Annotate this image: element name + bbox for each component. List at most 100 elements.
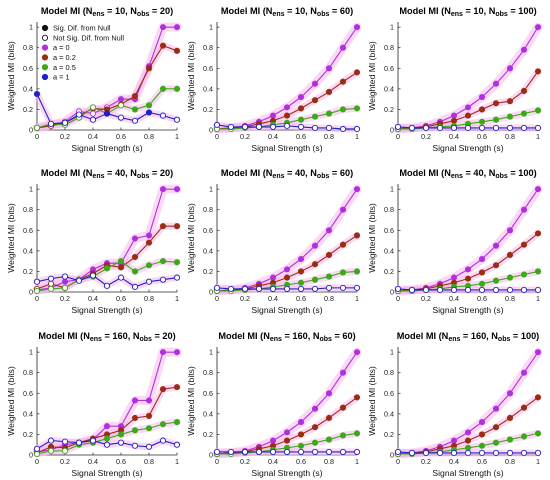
data-point xyxy=(173,259,181,266)
y-tick-label: 0 xyxy=(209,126,213,135)
legend-swatch xyxy=(41,54,49,61)
data-point xyxy=(506,98,514,105)
x-tick-label: 0 xyxy=(35,294,39,303)
data-point xyxy=(408,286,416,293)
data-point xyxy=(394,448,402,455)
y-tick-label: 0 xyxy=(29,126,33,135)
data-point xyxy=(33,287,41,295)
x-tick-label: 0.6 xyxy=(296,294,306,303)
panel-title: Model MI (Nens = 40, Nobs = 100) xyxy=(399,168,536,180)
data-point xyxy=(173,349,181,356)
data-point xyxy=(47,280,55,287)
data-point xyxy=(117,274,125,281)
legend-swatch xyxy=(41,73,49,81)
data-point xyxy=(506,414,514,422)
legend-series-label: a = 0 xyxy=(53,43,70,52)
data-point xyxy=(520,110,528,117)
data-point xyxy=(255,285,263,292)
legend-series-label: a = 0.5 xyxy=(53,63,76,72)
data-point xyxy=(241,285,249,292)
sig-marker xyxy=(41,24,49,32)
data-point xyxy=(283,285,291,292)
data-point xyxy=(61,278,69,285)
x-axis-label: Signal Strength (s) xyxy=(432,305,503,315)
x-tick-label: 0.4 xyxy=(449,132,459,141)
data-point xyxy=(464,112,472,119)
data-point xyxy=(297,419,305,426)
y-tick-label: 0.2 xyxy=(203,430,213,439)
x-tick-label: 0.6 xyxy=(477,457,487,466)
y-tick-label: 0 xyxy=(29,288,33,297)
y-axis-label: Weighted MI (bits) xyxy=(367,41,377,111)
data-point xyxy=(422,286,430,293)
data-point xyxy=(520,449,528,456)
data-point xyxy=(478,449,486,456)
x-tick-label: 0.6 xyxy=(296,132,306,141)
data-point xyxy=(478,419,486,426)
x-tick-label: 0 xyxy=(396,294,400,303)
data-point xyxy=(241,448,249,455)
data-point xyxy=(103,265,111,272)
data-point xyxy=(520,124,528,131)
data-point xyxy=(131,283,139,290)
data-point xyxy=(75,111,83,118)
y-tick-label: 0.6 xyxy=(23,389,33,398)
data-point xyxy=(506,113,514,120)
x-tick-label: 0.4 xyxy=(88,294,98,303)
y-tick-label: 0.6 xyxy=(384,64,394,73)
data-point xyxy=(520,206,528,213)
data-point xyxy=(173,419,181,426)
y-tick-label: 0.4 xyxy=(384,246,394,255)
legend-box xyxy=(39,22,123,82)
data-point xyxy=(436,449,444,456)
x-tick-label: 0.6 xyxy=(116,294,126,303)
x-tick-label: 1 xyxy=(536,132,540,141)
data-point xyxy=(520,404,528,411)
x-axis-label: Signal Strength (s) xyxy=(251,143,322,153)
data-point xyxy=(339,78,347,85)
x-tick-label: 0.4 xyxy=(268,132,278,141)
y-tick-label: 1 xyxy=(390,23,394,32)
data-point xyxy=(339,284,347,291)
x-tick-label: 0.6 xyxy=(116,457,126,466)
data-point xyxy=(506,390,514,397)
data-point xyxy=(283,448,291,455)
data-point xyxy=(75,439,83,446)
data-point xyxy=(33,445,41,452)
x-tick-label: 0.8 xyxy=(505,132,515,141)
chart-panel-2: Model MI (Nens = 10, Nobs = 60) 0 0.2 0.4 0.… xyxy=(186,6,362,153)
data-point xyxy=(325,284,333,291)
data-point xyxy=(464,266,472,273)
data-point xyxy=(478,256,486,263)
data-point xyxy=(408,449,416,456)
data-point xyxy=(478,442,486,449)
y-tick-label: 0.8 xyxy=(384,205,394,214)
data-point xyxy=(478,94,486,101)
data-point xyxy=(33,450,41,458)
y-tick-label: 0.8 xyxy=(23,43,33,52)
data-point xyxy=(534,24,542,31)
data-point xyxy=(173,47,181,54)
data-point xyxy=(103,110,111,117)
y-axis-label: Weighted MI (bits) xyxy=(186,203,196,273)
x-tick-label: 0.2 xyxy=(421,294,431,303)
data-point xyxy=(255,448,263,455)
y-tick-label: 0.4 xyxy=(23,409,33,418)
chart-panel-9: Model MI (Nens = 160, Nobs = 100) 0 0.2 0.4… xyxy=(367,331,543,478)
data-point xyxy=(269,448,277,455)
data-point xyxy=(450,112,458,119)
x-tick-label: 0.4 xyxy=(449,294,459,303)
data-point xyxy=(492,449,500,456)
data-point xyxy=(353,24,361,31)
data-point xyxy=(117,264,125,271)
data-point xyxy=(464,124,472,131)
data-point xyxy=(506,124,514,131)
data-point xyxy=(492,277,500,284)
data-point xyxy=(339,432,347,439)
data-point xyxy=(325,414,333,422)
data-point xyxy=(145,412,153,419)
x-tick-label: 0.8 xyxy=(144,457,154,466)
data-point xyxy=(269,274,277,281)
data-point xyxy=(534,68,542,75)
legend-swatch xyxy=(41,44,49,51)
